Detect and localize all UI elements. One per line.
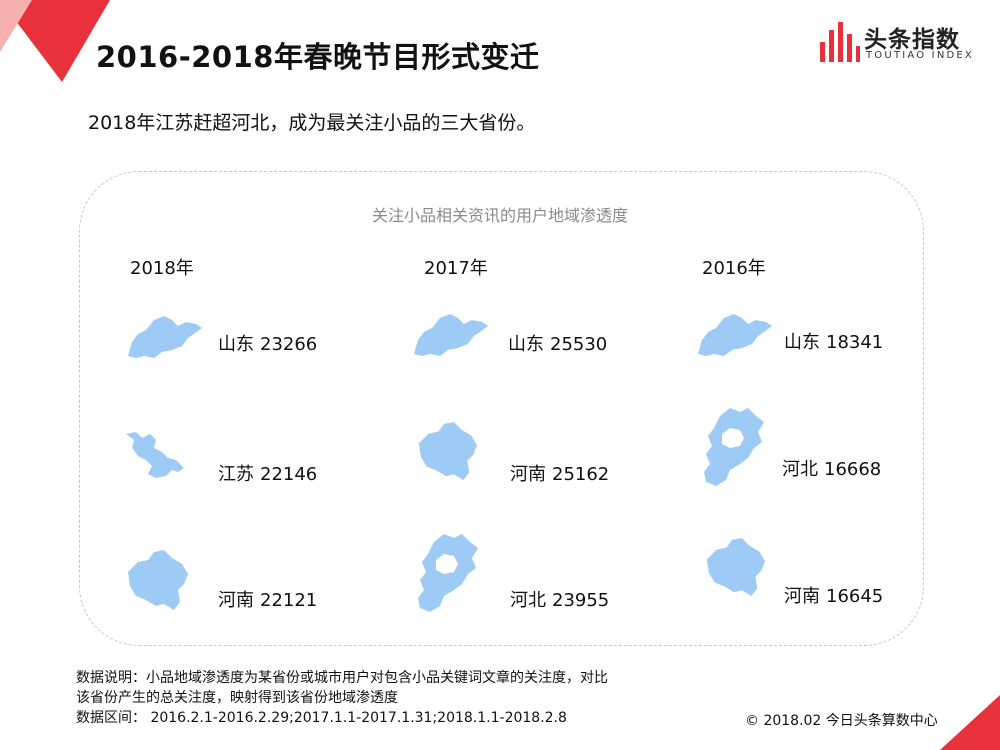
province-map-icon — [706, 537, 766, 597]
province-map-icon — [128, 316, 202, 358]
province-map-icon — [704, 408, 764, 486]
province-entry: 河南 25162 — [510, 460, 609, 486]
province-value: 23955 — [552, 590, 610, 611]
map-panel — [79, 171, 924, 646]
copyright: © 2018.02 今日头条算数中心 — [745, 713, 938, 729]
province-map-icon — [418, 421, 478, 481]
note-line: 数据说明：小品地域渗透度为某省份或城市用户对包含小品关键词文章的关注度，对比 — [76, 670, 608, 686]
year-label-2016: 2016年 — [702, 258, 766, 279]
province-value: 22146 — [260, 464, 318, 485]
logo-name: 头条指数 — [864, 27, 960, 53]
province-name: 河北 — [510, 590, 546, 611]
province-map-icon — [414, 314, 488, 356]
province-name: 江苏 — [218, 464, 254, 485]
province-entry: 河南 22121 — [218, 586, 317, 612]
note-line: 该省份产生的总关注度，映射得到该省份地域渗透度 — [76, 690, 398, 706]
province-name: 山东 — [218, 334, 254, 355]
corner-decoration-top-left — [0, 0, 110, 82]
province-name: 河北 — [782, 459, 818, 480]
province-name: 河南 — [218, 590, 254, 611]
province-value: 22121 — [260, 590, 318, 611]
data-notes: 数据说明：小品地域渗透度为某省份或城市用户对包含小品关键词文章的关注度，对比 该… — [76, 668, 736, 728]
logo-subtitle: TOUTIAO INDEX — [866, 50, 974, 61]
note-line: 数据区间： 2016.2.1-2016.2.29;2017.1.1-2017.1… — [76, 710, 567, 726]
panel-title: 关注小品相关资讯的用户地域渗透度 — [371, 206, 628, 225]
province-entry: 山东 23266 — [218, 330, 317, 356]
corner-decoration-bottom-right — [940, 695, 1000, 750]
province-value: 25530 — [550, 334, 608, 355]
province-name: 河南 — [510, 464, 546, 485]
province-value: 25162 — [552, 464, 610, 485]
province-entry: 河北 16668 — [782, 455, 881, 481]
logo-bars-icon — [820, 22, 860, 62]
province-map-icon — [128, 550, 188, 610]
province-value: 18341 — [826, 332, 884, 353]
province-name: 河南 — [784, 586, 820, 607]
province-value: 16668 — [824, 459, 882, 480]
province-entry: 江苏 22146 — [218, 460, 317, 486]
province-map-icon — [418, 534, 478, 612]
year-label-2018: 2018年 — [130, 258, 194, 279]
headline-statement: 2018年江苏赶超河北，成为最关注小品的三大省份。 — [88, 112, 536, 134]
province-value: 23266 — [260, 334, 318, 355]
page-title: 2016-2018年春晚节目形式变迁 — [96, 40, 540, 74]
toutiao-index-logo: 头条指数 TOUTIAO INDEX — [820, 20, 990, 70]
year-label-2017: 2017年 — [424, 258, 488, 279]
province-name: 山东 — [784, 332, 820, 353]
province-name: 山东 — [508, 334, 544, 355]
province-entry: 山东 25530 — [508, 330, 607, 356]
province-entry: 山东 18341 — [784, 328, 883, 354]
province-value: 16645 — [826, 586, 884, 607]
province-map-icon — [698, 314, 772, 356]
province-entry: 河北 23955 — [510, 586, 609, 612]
province-map-icon — [126, 432, 184, 478]
province-entry: 河南 16645 — [784, 582, 883, 608]
